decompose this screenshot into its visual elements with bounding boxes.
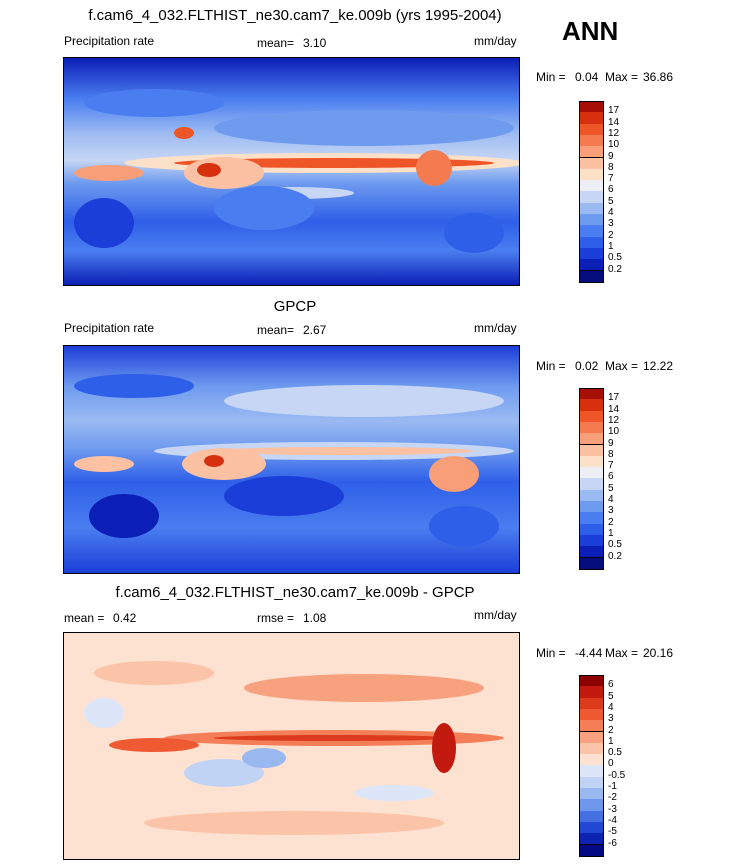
panel3-max-value: 20.16 xyxy=(643,646,674,660)
panel1-max-label: Max = xyxy=(605,70,639,84)
colorbar-tick-label: 3 xyxy=(608,505,614,517)
colorbar-tick-label: 9 xyxy=(608,150,614,162)
panel1-title: f.cam6_4_032.FLTHIST_ne30.cam7_ke.009b (… xyxy=(88,7,502,24)
panel1-map xyxy=(63,57,520,286)
panel1-mean-value: 3.10 xyxy=(303,36,327,50)
colorbar-tick-label: -4 xyxy=(608,814,617,826)
panel2-map xyxy=(63,345,520,574)
colorbar-tick-label: 3 xyxy=(608,218,614,230)
colorbar-tick-label: 17 xyxy=(608,392,620,404)
colorbar-tick-label: 0 xyxy=(608,758,614,770)
panel3-title: f.cam6_4_032.FLTHIST_ne30.cam7_ke.009b -… xyxy=(115,584,475,601)
panel3-mean-label: mean = xyxy=(64,611,105,625)
panel1-min-value: 0.04 xyxy=(575,70,599,84)
panel2-min-value: 0.02 xyxy=(575,359,599,373)
colorbar-tick-label: 6 xyxy=(608,679,614,691)
panel3-rmse-label: rmse = xyxy=(257,611,295,625)
colorbar-tick-label: 0.5 xyxy=(608,252,622,264)
colorbar-tick-label: -2 xyxy=(608,792,617,804)
panel3-min-label: Min = xyxy=(536,646,566,660)
colorbar-tick-label: 3 xyxy=(608,713,614,725)
colorbar-tick-label: 0.2 xyxy=(608,550,622,562)
panel3-map xyxy=(63,632,520,860)
panel2-max-label: Max = xyxy=(605,359,639,373)
colorbar-tick-label: 5 xyxy=(608,690,614,702)
panel2-max-value: 12.22 xyxy=(643,359,674,373)
panel2-colorbar: 17 14 12 10 9 8 7 6 5 4 3 2 1 0.5 0.2 xyxy=(579,388,622,570)
colorbar-tick-label: 14 xyxy=(608,403,620,415)
colorbar-tick-label: -0.5 xyxy=(608,769,626,781)
panel1-max-value: 36.86 xyxy=(643,70,674,84)
colorbar-tick-label: 17 xyxy=(608,105,620,117)
colorbar-tick-label: -3 xyxy=(608,803,617,815)
panel2-mean-label: mean= xyxy=(257,323,295,337)
colorbar-tick-label: 6 xyxy=(608,184,614,196)
panel3-colorbar: 6 5 4 3 2 1 0.5 0 -0.5 -1 -2 -3 -4 -5 -6 xyxy=(579,675,625,857)
colorbar-tick-label: 1 xyxy=(608,527,614,539)
panel3-max-label: Max = xyxy=(605,646,639,660)
panel3-mean-value: 0.42 xyxy=(113,611,137,625)
colorbar-tick-label: 2 xyxy=(608,516,614,528)
panel1-units: mm/day xyxy=(474,34,517,48)
colorbar-tick-label: 8 xyxy=(608,161,614,173)
colorbar-tick-label: 4 xyxy=(608,494,614,505)
panel1-mean-label: mean= xyxy=(257,36,295,50)
panel3-units: mm/day xyxy=(474,608,517,622)
panel1-min-label: Min = xyxy=(536,70,566,84)
colorbar-tick-label: 8 xyxy=(608,448,614,460)
colorbar-swatch xyxy=(579,270,604,283)
colorbar-tick-label: 7 xyxy=(608,460,614,472)
panel2-mean-value: 2.67 xyxy=(303,323,327,337)
colorbar-tick-label: 14 xyxy=(608,116,620,128)
colorbar-tick-label: 12 xyxy=(608,127,620,139)
colorbar-tick-label: 4 xyxy=(608,207,614,218)
colorbar-swatch xyxy=(579,844,604,857)
panel2-variable-label: Precipitation rate xyxy=(64,321,155,335)
colorbar-tick-label: 5 xyxy=(608,482,614,494)
colorbar-tick-label: 0.5 xyxy=(608,539,622,551)
colorbar-tick-label: 1 xyxy=(608,735,614,747)
colorbar-tick-label: 12 xyxy=(608,414,620,426)
colorbar-tick-label: -1 xyxy=(608,781,617,792)
colorbar-swatch xyxy=(579,557,604,570)
panel1-variable-label: Precipitation rate xyxy=(64,34,155,48)
colorbar-tick-label: 5 xyxy=(608,195,614,207)
colorbar-tick-label: 0.5 xyxy=(608,747,622,759)
colorbar-tick-label: 1 xyxy=(608,240,614,252)
colorbar-tick-label: 10 xyxy=(608,139,620,151)
panel1-colorbar: 17 14 12 10 9 8 7 6 5 4 3 2 1 0.5 0.2 xyxy=(579,101,622,283)
panel2-units: mm/day xyxy=(474,321,517,335)
colorbar-tick-label: 10 xyxy=(608,426,620,438)
colorbar-tick-label: -5 xyxy=(608,826,617,838)
colorbar-tick-label: 2 xyxy=(608,229,614,241)
panel3-min-value: -4.44 xyxy=(575,646,603,660)
colorbar-tick-label: 2 xyxy=(608,724,614,736)
season-label: ANN xyxy=(562,16,619,46)
colorbar-tick-label: 7 xyxy=(608,173,614,185)
colorbar-tick-label: 6 xyxy=(608,471,614,483)
colorbar-tick-label: 9 xyxy=(608,437,614,449)
panel3-rmse-value: 1.08 xyxy=(303,611,327,625)
colorbar-tick-label: 4 xyxy=(608,701,614,713)
colorbar-tick-label: 0.2 xyxy=(608,263,622,275)
panel2-min-label: Min = xyxy=(536,359,566,373)
colorbar-tick-label: -6 xyxy=(608,837,617,849)
panel2-title: GPCP xyxy=(273,298,317,315)
